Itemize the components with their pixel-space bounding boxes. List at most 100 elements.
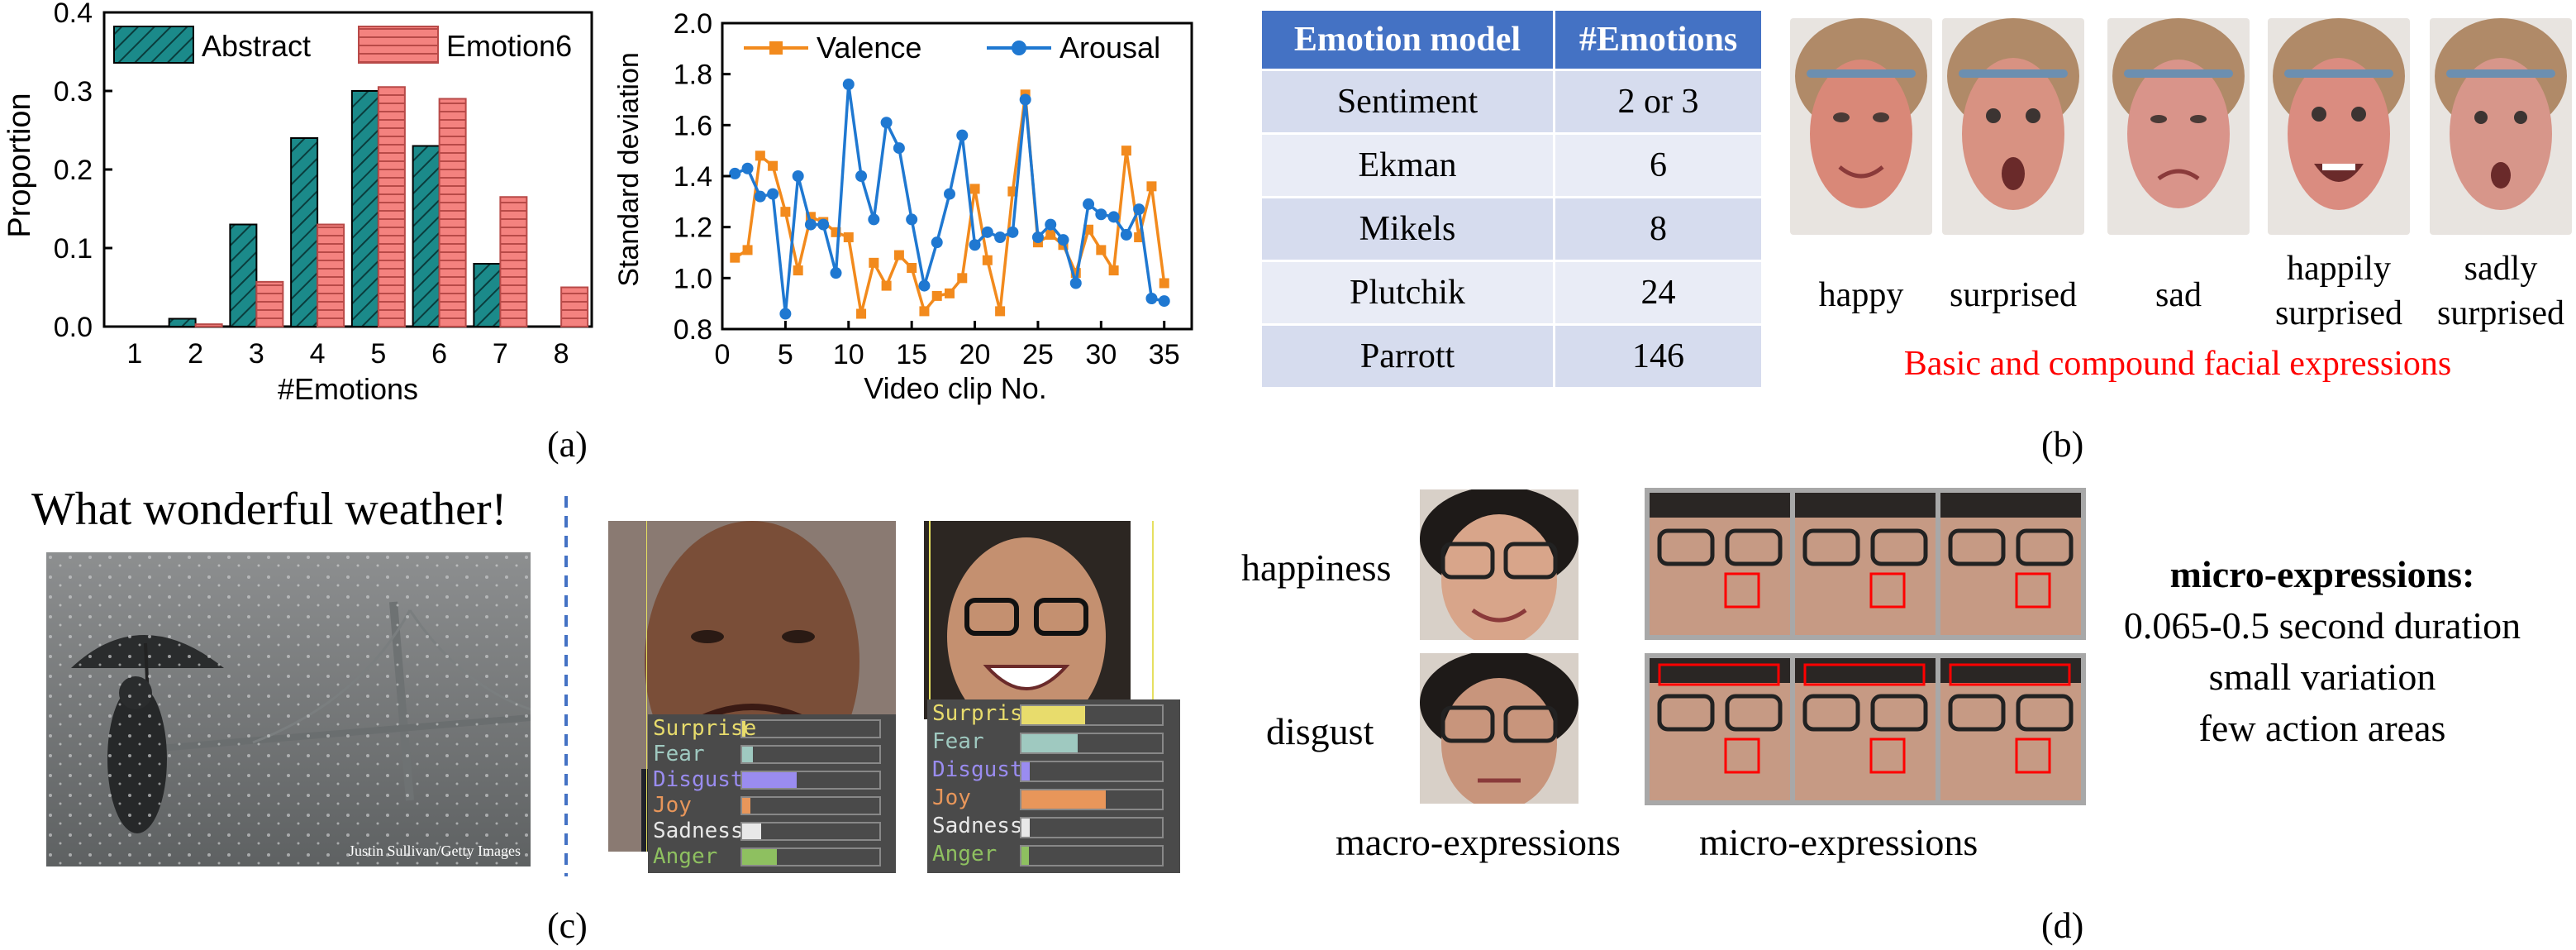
point-arousal <box>779 308 792 320</box>
bar-abstract-5 <box>350 90 379 327</box>
emotion-bar-frame <box>1020 817 1164 838</box>
y-tick-label: 0.8 <box>674 314 712 346</box>
emotion-bar-frame <box>740 745 881 764</box>
emotion-bar-frame <box>740 822 881 841</box>
bar-emotion6-6 <box>438 98 467 327</box>
table-row: Sentiment 2 or 3 <box>1259 69 1764 135</box>
micro-expressions-line-2: small variation <box>2208 656 2436 698</box>
face-label-happy: happy <box>1818 276 1904 314</box>
emotion-label: Fear <box>653 742 705 766</box>
point-arousal <box>1083 198 1095 210</box>
action-area-box <box>1658 663 1780 686</box>
point-arousal <box>1045 218 1057 231</box>
bar-abstract-2 <box>168 317 197 327</box>
point-valence <box>856 308 867 319</box>
action-area-box <box>2015 738 2051 774</box>
x-tick-label: 15 <box>896 339 927 370</box>
point-valence <box>1108 265 1119 276</box>
emotion-model-table: Emotion model #Emotions Sentiment 2 or 3 … <box>1259 8 1764 389</box>
point-arousal <box>729 167 741 179</box>
x-tick-label: 2 <box>188 338 203 370</box>
point-arousal <box>893 142 905 155</box>
panel-label-a: (a) <box>547 424 588 465</box>
point-valence <box>768 160 779 171</box>
emotion-label: Surprise <box>653 716 757 741</box>
point-valence <box>869 257 879 268</box>
panel-label-d: (d) <box>2041 905 2084 946</box>
point-arousal <box>868 213 880 226</box>
legend-valence: Valence <box>817 31 921 64</box>
emotion-label: Surprise <box>932 701 1036 726</box>
y-tick-label: 0.1 <box>54 233 93 265</box>
emotion-bar-frame <box>740 719 881 738</box>
emotion-bar-fill <box>1021 706 1085 724</box>
point-valence <box>881 280 892 291</box>
x-tick-label: 10 <box>833 339 864 370</box>
x-tick-label: 25 <box>1022 339 1054 370</box>
bar-chart-ylabel: Proportion <box>2 93 37 237</box>
table-row: Mikels 8 <box>1259 196 1764 262</box>
point-arousal <box>1007 226 1019 238</box>
x-tick-label: 7 <box>493 338 508 370</box>
point-valence <box>755 150 765 161</box>
weather-quote: What wonderful weather! <box>31 484 507 535</box>
emotion-label: Anger <box>653 844 718 869</box>
point-arousal <box>741 162 754 174</box>
bar-emotion6-2 <box>194 323 223 327</box>
bar-abstract-3 <box>229 223 258 327</box>
point-valence <box>843 232 854 242</box>
macro-photo-happiness <box>1420 489 1578 640</box>
line-chart: 0.8 1.0 1.2 1.4 1.6 1.8 2.0 0 5 10 15 20 25 30 35 Vide… <box>613 8 1193 405</box>
emotion-bar-fill <box>1021 762 1031 781</box>
face-photo-surprised <box>1942 18 2084 235</box>
point-arousal <box>754 190 766 203</box>
faces-caption: Basic and compound facial expressions <box>1903 345 2452 383</box>
emotion-label: Sadness <box>653 819 744 843</box>
y-tick-label: 0.2 <box>54 155 93 186</box>
y-tick-label: 1.4 <box>674 161 712 193</box>
emotion-bar-frame <box>1020 733 1164 754</box>
line-chart-legend: Valence Arousal <box>744 31 1160 64</box>
emotion-label: Fear <box>932 729 984 754</box>
table-row: Ekman 6 <box>1259 132 1764 198</box>
micro-expressions-title: micro-expressions: <box>2169 553 2475 595</box>
action-area-box <box>1869 572 1906 609</box>
macro-photo-disgust <box>1420 653 1578 804</box>
panel-label-c: (c) <box>547 905 588 946</box>
bar-chart: 0.0 0.1 0.2 0.3 0.4 1 2 3 4 5 6 7 8 #Emotions Propor… <box>2 0 593 406</box>
y-tick-label: 1.6 <box>674 110 712 141</box>
point-arousal <box>880 117 893 129</box>
point-arousal <box>994 232 1007 243</box>
point-arousal <box>842 79 855 90</box>
x-tick-label: 5 <box>370 338 386 370</box>
emotion-panel-1: Surprise Fear Disgust Joy Sadness Anger <box>648 714 896 873</box>
point-valence <box>1159 278 1169 289</box>
x-tick-label: 8 <box>554 338 569 370</box>
point-arousal <box>1095 208 1107 221</box>
legend-emotion6: Emotion6 <box>446 29 572 63</box>
bar-emotion6-7 <box>499 196 528 327</box>
point-arousal <box>1031 232 1044 243</box>
emotion-bar-fill <box>742 721 745 737</box>
point-arousal <box>969 239 981 251</box>
point-valence <box>1121 146 1131 156</box>
face-label-sadly-surprised: sadly surprised <box>2437 250 2564 332</box>
point-valence <box>919 306 930 317</box>
point-valence <box>893 250 904 260</box>
panel-label-b: (b) <box>2041 424 2084 465</box>
y-tick-label: 0.3 <box>54 76 93 107</box>
micro-strip-disgust <box>1645 653 2086 805</box>
y-tick-label: 0.4 <box>54 0 93 29</box>
bar-emotion6-8 <box>560 286 589 327</box>
x-tick-label: 5 <box>778 339 793 370</box>
series-line-valence <box>734 94 1166 315</box>
face-label-surprised: surprised <box>1950 276 2077 314</box>
col-label-macro: macro-expressions <box>1336 821 1621 863</box>
table-cell: 146 <box>1553 323 1764 389</box>
action-area-box <box>1869 738 1906 774</box>
point-valence <box>931 290 942 301</box>
action-area-box <box>1803 663 1926 686</box>
action-area-box <box>2015 572 2051 609</box>
action-area-box <box>1949 663 2071 686</box>
point-arousal <box>1057 234 1069 246</box>
